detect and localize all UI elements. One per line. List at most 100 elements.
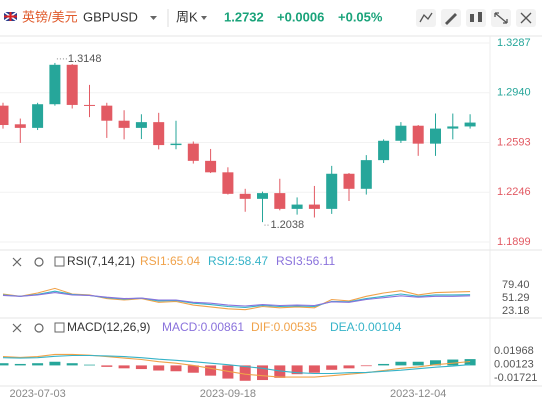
macd-bar xyxy=(205,365,217,376)
tool-glyph[interactable] xyxy=(470,14,474,22)
candle-body xyxy=(326,173,338,209)
y-tick-label: 1.2940 xyxy=(497,87,531,99)
tool-candle[interactable] xyxy=(466,9,486,27)
candle-body xyxy=(49,64,61,105)
legend-entry: RSI3:56.11 xyxy=(276,254,335,268)
tool-glyph[interactable] xyxy=(445,13,457,25)
indicator-close[interactable] xyxy=(12,257,22,267)
candle-body xyxy=(153,122,165,146)
tool-bg[interactable] xyxy=(466,9,486,27)
macd-bar xyxy=(257,365,268,381)
candle-body xyxy=(464,122,476,127)
macd-bar xyxy=(378,363,390,366)
macd-bar xyxy=(14,363,26,366)
macd-bar xyxy=(464,359,476,366)
macd-bar xyxy=(101,365,113,367)
y-tick-label: 23.18 xyxy=(502,305,530,317)
period-dropdown[interactable] xyxy=(201,16,207,20)
macd-bar xyxy=(430,360,441,366)
candle-body xyxy=(291,204,303,209)
candle-body xyxy=(0,105,9,126)
indicator-settings[interactable] xyxy=(34,257,44,267)
tool-bg[interactable] xyxy=(416,9,436,27)
symbol-dropdown[interactable] xyxy=(150,16,157,20)
max-annotation: 1.3148 xyxy=(68,53,102,65)
macd-bar xyxy=(291,365,303,375)
macd-bar xyxy=(187,365,199,373)
y-tick-label: 1.2593 xyxy=(497,136,531,148)
candle-body xyxy=(274,193,286,209)
macd-bar xyxy=(153,365,165,371)
candle-body xyxy=(360,160,372,189)
legend-entry: RSI1:65.04 xyxy=(140,254,200,268)
tool-glyph[interactable] xyxy=(494,12,508,24)
macd-bar xyxy=(170,365,182,372)
y-tick-label: 51.29 xyxy=(502,292,530,304)
macd-bar xyxy=(360,365,372,367)
candle-body xyxy=(257,193,268,199)
y-tick-label: 1.2246 xyxy=(497,186,531,198)
indicator-settings[interactable] xyxy=(34,323,44,333)
period-selector[interactable]: 周K xyxy=(176,9,198,24)
candle-body xyxy=(308,204,320,209)
candle-body xyxy=(118,120,130,128)
tool-fullscreen[interactable] xyxy=(491,9,511,27)
tool-draw[interactable] xyxy=(441,9,461,27)
indicator-line xyxy=(2,354,471,375)
symbol-code[interactable]: GBPUSD xyxy=(83,9,138,24)
candle-body xyxy=(378,140,390,161)
macd-bar xyxy=(239,365,251,381)
candle-body xyxy=(239,193,251,199)
legend-entry: MACD:0.00861 xyxy=(162,320,244,334)
tool-glyph[interactable] xyxy=(520,12,532,24)
x-tick-label: 2023-07-03 xyxy=(9,388,65,400)
macd-bar xyxy=(343,365,355,369)
candle-body xyxy=(412,125,424,144)
candle-body xyxy=(395,125,407,141)
macd-bar xyxy=(222,365,234,379)
macd-bar xyxy=(412,361,424,366)
indicator-title: MACD(12,26,9) xyxy=(67,320,150,334)
macd-bar xyxy=(447,359,459,366)
candle-body xyxy=(430,128,441,144)
x-tick-label: 2023-12-04 xyxy=(390,388,446,400)
candle-body xyxy=(66,64,78,105)
candle-body xyxy=(343,173,355,189)
candle-body xyxy=(101,105,113,121)
candle-body xyxy=(187,143,199,161)
macd-bar xyxy=(0,363,9,366)
candle-body xyxy=(32,104,44,128)
y-tick-label: 1.1899 xyxy=(497,236,531,248)
indicator-title: RSI(7,14,21) xyxy=(67,254,135,268)
tool-indicator[interactable] xyxy=(416,9,436,27)
candle-body xyxy=(447,126,459,129)
price-change-pct: +0.05% xyxy=(338,9,383,24)
candle-body xyxy=(222,172,234,194)
candle-body xyxy=(14,124,26,128)
price-change: +0.0006 xyxy=(277,9,324,24)
min-annotation: 1.2038 xyxy=(271,219,305,231)
tool-glyph[interactable] xyxy=(419,12,433,23)
y-tick-label: -0.01721 xyxy=(494,372,537,384)
candle-body xyxy=(135,122,147,128)
x-tick-label: 2023-09-18 xyxy=(200,388,256,400)
indicator-line xyxy=(2,353,471,378)
legend-entry: DIF:0.00535 xyxy=(251,320,317,334)
y-tick-label: 0.01968 xyxy=(494,345,534,357)
tool-close[interactable] xyxy=(516,9,536,27)
symbol-name[interactable]: 英镑/美元 xyxy=(22,9,78,24)
indicator-toggle[interactable] xyxy=(54,322,65,333)
tool-glyph[interactable] xyxy=(478,12,482,22)
y-tick-label: 0.00123 xyxy=(494,358,534,370)
legend-entry: DEA:0.00104 xyxy=(330,320,402,334)
macd-bar xyxy=(32,363,44,366)
candle-body xyxy=(205,160,217,173)
candle-body xyxy=(84,104,95,106)
flag-icon xyxy=(3,11,18,22)
macd-bar xyxy=(118,365,130,369)
indicator-toggle[interactable] xyxy=(54,256,65,267)
macd-bar xyxy=(135,365,147,370)
indicator-line xyxy=(2,292,471,307)
indicator-close[interactable] xyxy=(12,323,22,333)
